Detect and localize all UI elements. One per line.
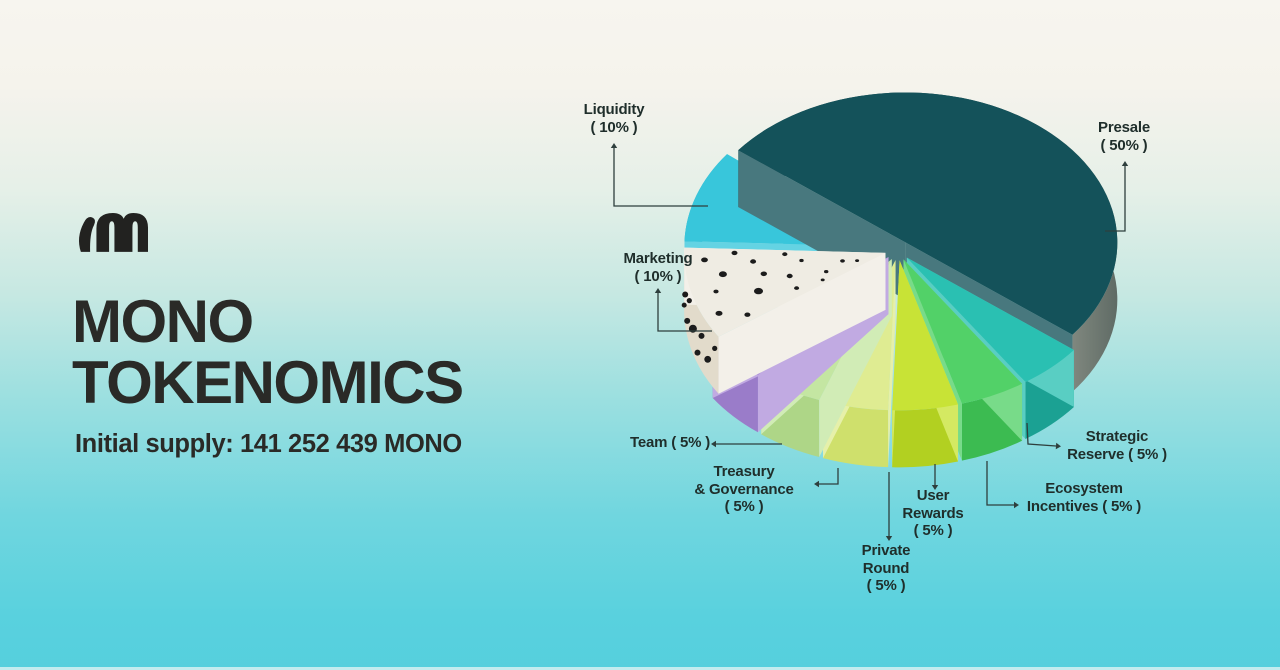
- page-title: MONO TOKENOMICS: [72, 288, 464, 416]
- title-line-1: MONO: [72, 288, 254, 355]
- initial-supply-text: Initial supply: 141 252 439 MONO: [75, 430, 462, 458]
- pie-label-line: Reserve ( 5% ): [1067, 445, 1167, 463]
- pie-connector-private-round: [885, 472, 893, 541]
- pie-label-treasury-governance: Treasury & Governance( 5% ): [694, 463, 794, 516]
- pie-label-line: User: [916, 487, 950, 504]
- pie-label-strategic-reserve: Strategic Reserve ( 5% ): [1067, 428, 1167, 463]
- pie-slice-marketing: [681, 247, 886, 394]
- pie-label-line: & Governance: [694, 480, 794, 498]
- bottom-edge-strip: [0, 667, 1280, 670]
- pie-label-line: ( 5% ): [913, 522, 953, 539]
- pie-connector-marketing: [654, 288, 712, 332]
- pie-label-line: Incentives ( 5% ): [1026, 497, 1142, 515]
- pie-label-team: Team ( 5% ): [630, 434, 710, 452]
- pie-label-line: Team ( 5% ): [629, 434, 711, 451]
- pie-label-user-rewards: User Rewards( 5% ): [902, 487, 963, 540]
- pie-label-line: ( 10% ): [634, 267, 682, 285]
- pie-label-line: Ecosystem: [1045, 480, 1123, 497]
- pie-connector-strategic-reserve: [1026, 422, 1061, 450]
- pie-label-line: Marketing: [623, 250, 693, 267]
- pie-label-presale: Presale( 50% ): [1098, 119, 1150, 154]
- pie-label-line: Rewards: [902, 504, 964, 522]
- pie-label-liquidity: Liquidity( 10% ): [584, 101, 645, 136]
- pie-connector-user-rewards: [931, 464, 939, 490]
- pie-connector-liquidity: [610, 143, 708, 207]
- pie-label-line: Presale: [1098, 119, 1150, 136]
- title-line-2: TOKENOMICS: [72, 349, 464, 416]
- pie-label-line: Liquidity: [583, 101, 645, 118]
- pie-label-line: ( 50% ): [1100, 136, 1148, 154]
- pie-label-line: Private: [861, 542, 911, 559]
- pie-label-line: ( 5% ): [866, 577, 906, 594]
- pie-connector-ecosystem-incentives: [986, 461, 1019, 509]
- pie-label-line: Strategic: [1085, 428, 1149, 445]
- pie-label-ecosystem-incentives: Ecosystem Incentives ( 5% ): [1027, 480, 1141, 515]
- pie-connector-treasury-governance: [814, 468, 839, 488]
- pie-label-line: ( 10% ): [590, 118, 638, 136]
- pie-connector-presale: [1105, 161, 1129, 232]
- pie-slice-user-rewards: [892, 260, 959, 468]
- pie-label-private-round: Private Round( 5% ): [862, 542, 911, 595]
- pie-label-line: ( 5% ): [724, 498, 764, 515]
- pie-label-marketing: Marketing( 10% ): [623, 250, 692, 285]
- pie-connector-team: [711, 440, 782, 448]
- pie-label-line: Treasury: [713, 463, 775, 480]
- pie-label-line: Round: [862, 559, 910, 577]
- mono-logo: [78, 212, 148, 252]
